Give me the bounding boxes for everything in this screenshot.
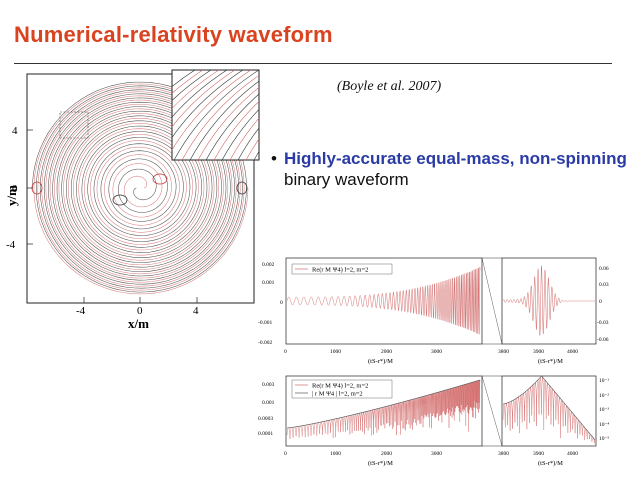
xlabel-br: (tS-r*)/M xyxy=(538,460,563,467)
ytick-bl-2: 0.0003 xyxy=(258,416,273,422)
ytick-tr-0: 0.06 xyxy=(599,266,609,272)
ytick-tl-1: 0.001 xyxy=(262,280,275,286)
legend-top-left: Re(r M Ψ4) l=2, m=2 xyxy=(312,267,368,274)
citation: (Boyle et al. 2007) xyxy=(337,79,442,94)
xtick-tl-1: 1000 xyxy=(330,349,341,355)
series-abs-psi4-zoom xyxy=(503,375,596,441)
ytick-br-0: 10⁻¹ xyxy=(599,378,609,384)
xtick-bl-2: 2000 xyxy=(381,451,392,457)
xtick-br-0: 3800 xyxy=(498,451,509,457)
bullet-highlight: Highly-accurate equal-mass, non-spinning xyxy=(284,149,627,168)
xtick-tl-2: 2000 xyxy=(381,349,392,355)
xtick-br-2: 4000 xyxy=(567,451,578,457)
series-re-psi4-zoom xyxy=(502,265,595,336)
waveform-bottom-left xyxy=(286,379,481,440)
xtick-tl-0: 0 xyxy=(284,349,287,355)
series-re-psi4-log xyxy=(286,379,481,440)
ytick-br-4: 10⁻⁵ xyxy=(599,436,609,442)
waveform-top-left xyxy=(286,266,481,335)
ytick-tl-4: -0.002 xyxy=(258,340,272,346)
xtick-br-1: 3900 xyxy=(533,451,544,457)
series-abs-psi4 xyxy=(287,379,481,429)
ytick-bl-3: 0.0001 xyxy=(258,431,273,437)
x-axis-label: x/m xyxy=(128,316,149,331)
slide-title: Numerical-relativity waveform xyxy=(14,22,333,47)
final-hole-black-marker xyxy=(112,194,128,206)
series-re-psi4 xyxy=(286,266,481,335)
ytick-bl-1: 0.001 xyxy=(262,400,275,406)
orbit-plot: 4 0 -4 -4 0 4 x/m y/m xyxy=(4,69,260,331)
ytick-br-3: 10⁻⁴ xyxy=(599,422,609,428)
waveform-figure: Re(r M Ψ4) l=2, m=2 0.002 0.001 0 -0.001… xyxy=(258,257,609,467)
zoom-inset xyxy=(171,69,260,161)
ytick-neg4: -4 xyxy=(6,239,16,251)
xtick-0: 0 xyxy=(137,305,143,317)
ytick-0: 0 xyxy=(12,183,18,195)
ytick-bl-0: 0.003 xyxy=(262,382,275,388)
xtick-4: 4 xyxy=(193,305,199,317)
xlabel-tr: (tS-r*)/M xyxy=(538,358,563,365)
zoom-region-box xyxy=(59,111,89,139)
ytick-br-2: 10⁻³ xyxy=(599,407,609,413)
xtick-tr-2: 4000 xyxy=(567,349,578,355)
bullet-text: binary waveform xyxy=(284,170,409,189)
legend-bottom-left-1: Re(r M Ψ4) l=2, m=2 xyxy=(312,383,368,390)
bullet-point: • Highly-accurate equal-mass, non-spinni… xyxy=(271,148,636,190)
bullet-icon: • xyxy=(271,149,277,168)
waveform-top-right xyxy=(502,265,595,336)
xtick-tr-0: 3800 xyxy=(498,349,509,355)
ytick-br-1: 10⁻² xyxy=(599,393,609,399)
xlabel-bl: (tS-r*)/M xyxy=(368,460,393,467)
orbit-black xyxy=(32,81,247,293)
ytick-tr-4: -0.06 xyxy=(597,337,609,343)
xtick-neg4: -4 xyxy=(76,305,86,317)
xtick-bl-1: 1000 xyxy=(330,451,341,457)
ytick-tr-3: -0.03 xyxy=(597,320,609,326)
xlabel-tl: (tS-r*)/M xyxy=(368,358,393,365)
ytick-tl-0: 0.002 xyxy=(262,262,275,268)
waveform-bottom-right xyxy=(502,375,596,444)
xtick-tr-1: 3900 xyxy=(533,349,544,355)
series-re-psi4-log-zoom xyxy=(502,376,596,444)
ytick-4: 4 xyxy=(12,125,18,137)
ytick-tr-1: 0.03 xyxy=(599,282,609,288)
initial-hole-right-marker xyxy=(236,181,248,195)
title-divider xyxy=(14,63,612,64)
xtick-bl-0: 0 xyxy=(284,451,287,457)
ytick-tl-2: 0 xyxy=(280,300,283,306)
y-axis-label: y/m xyxy=(4,185,19,206)
panel-bottom-right xyxy=(501,375,597,447)
xtick-tl-3: 3000 xyxy=(431,349,442,355)
final-hole-red-marker xyxy=(152,173,168,185)
xtick-bl-3: 3000 xyxy=(431,451,442,457)
ytick-tl-3: -0.001 xyxy=(258,320,272,326)
ytick-tr-2: 0 xyxy=(599,299,602,305)
legend-bottom-left-2: | r M Ψ4 | l=2, m=2 xyxy=(312,391,363,398)
